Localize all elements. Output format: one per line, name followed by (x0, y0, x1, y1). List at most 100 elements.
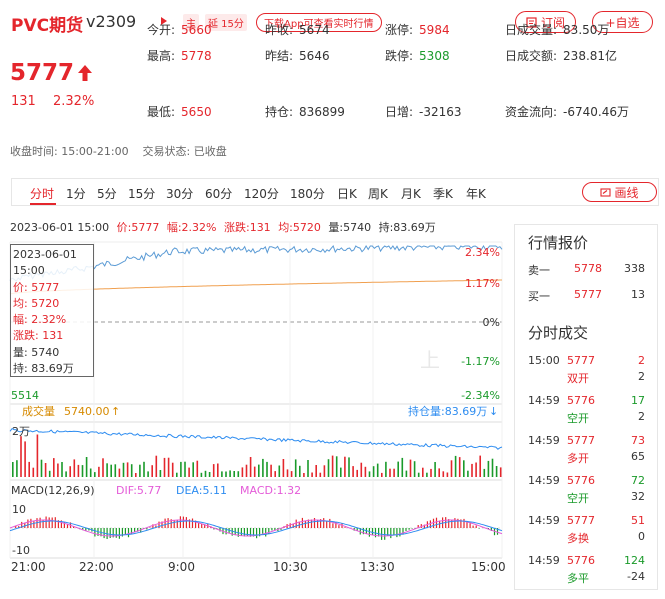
macd-bar (73, 526, 75, 528)
tooltip-change: 涨跌: 131 (13, 329, 64, 343)
volume-bar (53, 458, 55, 477)
volume-bar (409, 459, 412, 477)
macd-bar (118, 528, 120, 539)
volume-bar (61, 462, 63, 477)
tab-quarterly-k[interactable]: 季K (433, 187, 453, 201)
stat-day-turnover: 日成交额: 238.81亿 (505, 49, 618, 63)
ask-label: 卖一 (528, 264, 550, 277)
draw-line-button[interactable]: 画线 (582, 182, 657, 202)
volume-value: 5740.00 (64, 405, 110, 418)
volume-bar (204, 470, 207, 477)
macd-bar (115, 528, 117, 538)
bid-label: 买一 (528, 290, 550, 303)
volume-bar (44, 463, 47, 477)
volume-bar (176, 472, 178, 477)
trade-volume: 51 (631, 514, 645, 527)
play-icon[interactable] (161, 17, 167, 25)
macd-bar (57, 520, 59, 528)
x-tick-5: 15:00 (471, 560, 506, 574)
quote-title: 行情报价 (528, 234, 589, 252)
macd-bar (182, 516, 184, 528)
download-app-button[interactable]: 下载App可查看实时行情 (256, 13, 382, 32)
trade-type: 空开 (567, 412, 589, 425)
volume-bar (397, 461, 399, 477)
volume-bar (122, 462, 125, 477)
tab-5min[interactable]: 5分 (97, 187, 117, 201)
volume-bar (323, 465, 326, 477)
volume-bar (475, 462, 477, 477)
macd-dif: DIF:5.77 (116, 484, 161, 497)
pencil-icon (600, 187, 612, 197)
volume-bar (73, 459, 76, 477)
tab-yearly-k[interactable]: 年K (466, 187, 486, 201)
pct-label-1: 1.17% (465, 277, 500, 290)
macd-bar (378, 528, 380, 537)
macd-bar (344, 527, 346, 528)
volume-bar (274, 471, 276, 477)
macd-bar (225, 528, 227, 535)
tab-intraday[interactable]: 分时 (30, 187, 55, 201)
volume-bar (426, 472, 428, 477)
volume-bar (454, 455, 457, 477)
crosshair-tooltip: 2023-06-01 15:00 价: 5777 均: 5720 幅: 2.32… (10, 244, 94, 377)
volume-bar (483, 468, 486, 477)
intraday-chart[interactable]: 2.34% 1.17% 0% -1.17% -2.34% 5514 上 成交量 … (0, 232, 510, 577)
volume-bar (114, 464, 117, 477)
info-volume: 量:5740 (328, 221, 372, 234)
ask-price: 5778 (574, 262, 602, 275)
subscribe-button[interactable]: 订阅 (515, 11, 576, 33)
macd-bar (356, 528, 358, 531)
stat-limit-up: 涨停: 5984 (385, 23, 450, 37)
volume-bar (471, 463, 473, 477)
trade-type: 多换 (567, 532, 589, 545)
volume-bar (106, 463, 108, 477)
volume-bar (450, 460, 453, 477)
volume-bar (422, 467, 424, 477)
instrument-code: v2309 (86, 12, 137, 31)
macd-axis-top: 10 (12, 503, 26, 516)
macd-bar (94, 528, 96, 537)
macd-bar (204, 524, 206, 528)
volume-bar (360, 462, 363, 477)
tab-180min[interactable]: 180分 (290, 187, 325, 201)
tab-weekly-k[interactable]: 周K (368, 187, 388, 201)
instrument-name: PVC期货 (11, 16, 84, 36)
pct-label-top: 2.34% (465, 246, 500, 259)
tab-30min[interactable]: 30分 (166, 187, 194, 201)
tab-daily-k[interactable]: 日K (337, 187, 357, 201)
volume-bar (270, 464, 272, 477)
macd-bar (152, 524, 154, 528)
macd-bar (280, 528, 282, 530)
volume-bar (266, 461, 268, 477)
macd-bar (399, 528, 401, 537)
x-tick-0: 21:00 (11, 560, 46, 574)
macd-bar (252, 528, 255, 537)
volume-bar (102, 458, 104, 477)
tab-monthly-k[interactable]: 月K (401, 187, 421, 201)
macd-bar (66, 524, 69, 528)
bid-price: 5777 (574, 288, 602, 301)
tab-60min[interactable]: 60分 (205, 187, 233, 201)
macd-bar (188, 519, 191, 528)
macd-bar (121, 528, 123, 537)
macd-dea: DEA:5.11 (176, 484, 227, 497)
tab-1min[interactable]: 1分 (66, 187, 86, 201)
macd-bar (21, 521, 23, 528)
macd-bar (432, 518, 435, 528)
macd-bar (130, 528, 133, 534)
volume-bar (262, 458, 264, 477)
macd-bar (429, 520, 431, 528)
volume-bar (249, 457, 252, 477)
volume-bar (303, 473, 305, 477)
macd-bar (27, 519, 29, 528)
stat-limit-down: 跌停: 5308 (385, 49, 450, 63)
tab-15min[interactable]: 15分 (128, 187, 156, 201)
tab-120min[interactable]: 120分 (244, 187, 279, 201)
pct-label-3: -1.17% (461, 355, 500, 368)
delay-badge: 延 15分 (205, 14, 247, 31)
add-watchlist-button[interactable]: +自选 (592, 11, 653, 33)
macd-bar (33, 521, 35, 528)
trade-time: 14:59 (528, 514, 560, 527)
macd-bar (42, 519, 44, 528)
macd-bar (24, 522, 26, 528)
